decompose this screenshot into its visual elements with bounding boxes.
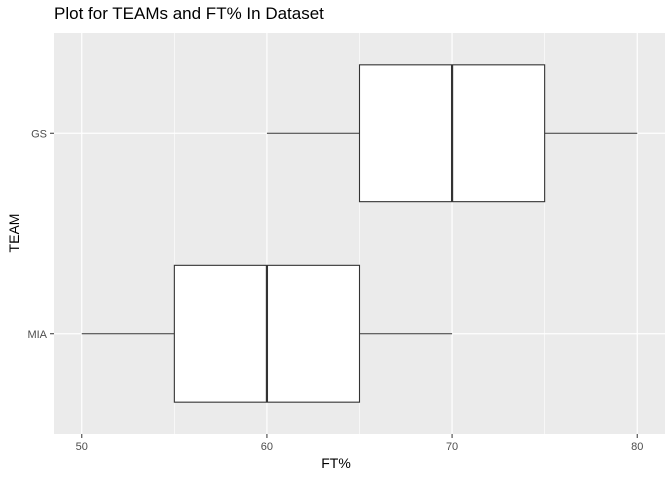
x-axis: 50 60 70 80 [76,434,643,453]
box-mia [81,264,453,403]
x-tick-label: 70 [446,441,458,453]
box-gs [266,64,638,203]
boxes [81,64,638,403]
x-axis-label: FT% [321,455,351,471]
y-tick-label: MIA [27,329,47,341]
x-tick-label: 80 [631,441,643,453]
y-axis-label: TEAM [6,213,22,253]
x-tick-label: 50 [76,441,88,453]
y-tick-label: GS [31,128,47,140]
y-axis: GS MIA [27,128,54,341]
chart-title: Plot for TEAMs and FT% In Dataset [54,4,324,23]
x-tick-label: 60 [261,441,273,453]
